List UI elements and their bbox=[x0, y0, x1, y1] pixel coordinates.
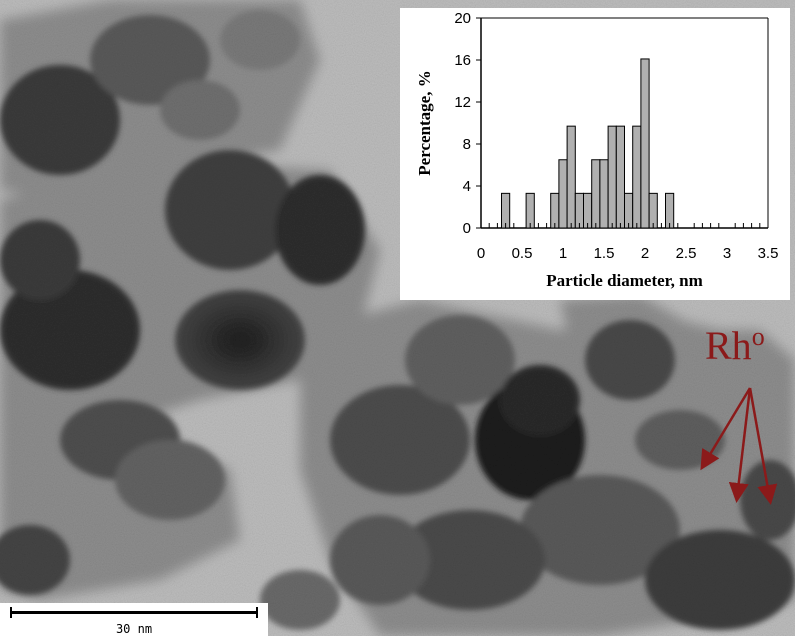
arrow-3 bbox=[748, 387, 778, 505]
y-tick-label: 16 bbox=[454, 52, 471, 69]
scale-bar-tick-left bbox=[10, 607, 12, 618]
x-tick-label: 1 bbox=[559, 245, 567, 262]
y-tick-label: 4 bbox=[463, 178, 471, 195]
scale-bar-label: 30 nm bbox=[115, 622, 153, 636]
rh-label-main: Rh bbox=[705, 323, 752, 368]
x-tick-label: 0.5 bbox=[512, 245, 533, 262]
y-tick-label: 0 bbox=[463, 220, 471, 237]
scale-bar-tick-right bbox=[256, 607, 258, 618]
x-tick-label: 2.5 bbox=[676, 245, 697, 262]
x-tick-label: 3.5 bbox=[758, 245, 779, 262]
scale-bar-line bbox=[10, 611, 258, 614]
arrow-2 bbox=[728, 387, 752, 503]
y-tick-label: 20 bbox=[454, 10, 471, 27]
size-distribution-histogram: 0 4 8 12 16 20 0 0.5 1 1.5 2 2.5 3 3.5 Particle diamet… bbox=[400, 8, 790, 300]
y-tick-label: 8 bbox=[463, 136, 471, 153]
rh-label: Rho bbox=[705, 317, 765, 366]
histogram-bar bbox=[640, 58, 650, 229]
x-axis-title: Particle diameter, nm bbox=[546, 271, 703, 290]
x-tick-label: 1.5 bbox=[594, 245, 615, 262]
x-tick-label: 2 bbox=[641, 245, 649, 262]
x-tick-label: 3 bbox=[723, 245, 731, 262]
x-tick-label: 0 bbox=[477, 245, 485, 262]
arrow-1 bbox=[700, 387, 752, 471]
scale-bar: 30 nm bbox=[0, 603, 268, 636]
rh-label-sup: o bbox=[751, 322, 765, 351]
y-tick-label: 12 bbox=[454, 94, 471, 111]
y-axis-title: Percentage, % bbox=[415, 70, 434, 175]
